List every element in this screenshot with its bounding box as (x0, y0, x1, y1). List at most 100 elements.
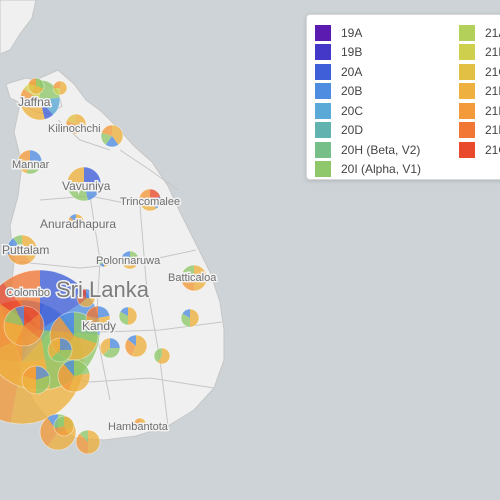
legend-swatch (459, 63, 475, 80)
pie-slice-trincomalee-3 (139, 189, 150, 200)
pie-marker-colombo-core[interactable] (3, 305, 45, 347)
pie-marker-polonnaruwa[interactable] (120, 250, 140, 270)
pie-marker-matara-west[interactable] (53, 415, 75, 437)
pie-slice-jaffna-4 (20, 88, 40, 108)
pie-slice-polonnaruwa-1 (121, 260, 137, 269)
pie-marker-ratnapura[interactable] (21, 365, 51, 395)
pie-slice-puttalam-3 (13, 235, 22, 250)
pie-slice-mannar-2 (17, 157, 30, 174)
pie-slice-jaffna-east-0 (60, 81, 67, 95)
pie-marker-mullaitivu[interactable] (100, 124, 124, 148)
pie-outline-hambantota (133, 417, 147, 431)
pie-marker-matale[interactable] (76, 288, 96, 308)
legend-item-21g[interactable]: 21G (459, 140, 500, 159)
legend-swatch (315, 161, 331, 177)
legend-swatch (315, 141, 331, 158)
pie-slice-anuradhapura-1 (68, 217, 76, 230)
district-border-6 (57, 119, 111, 151)
pie-slice-batticaloa-1 (181, 278, 194, 291)
pie-slice-mannar-1 (26, 162, 42, 174)
pie-slice-kandy-3 (86, 306, 98, 318)
pie-marker-matara[interactable] (75, 429, 101, 455)
pie-slice-colombo-core-4 (4, 307, 24, 326)
pie-marker-jaffna-north[interactable] (27, 77, 45, 95)
pie-slice-matara-2 (79, 430, 88, 442)
legend-item-21c[interactable]: 21C (459, 62, 500, 81)
pie-outline-ampara (180, 308, 200, 328)
pie-marker-trincomalee[interactable] (138, 188, 162, 212)
pie-outline-polonnaruwa-west (98, 256, 110, 268)
legend-label: 20B (341, 84, 363, 98)
legend-swatch (459, 102, 475, 119)
pie-slice-puttalam-2 (6, 237, 22, 255)
pie-marker-kandy[interactable] (85, 305, 111, 331)
pie-marker-kandy-east[interactable] (118, 306, 138, 326)
pie-slice-batticaloa-0 (194, 265, 207, 291)
district-border-7 (119, 149, 179, 191)
pie-slice-kandy-east-1 (118, 311, 128, 325)
place-label-jaffna: Jaffna (18, 95, 51, 109)
pie-marker-kilinochchi[interactable] (65, 113, 87, 135)
legend-item-20a[interactable]: 20A (315, 62, 421, 81)
pie-outline-ratnapura (21, 365, 51, 395)
pie-slice-galle-2 (39, 417, 58, 447)
pie-slice-ratnapura-0 (36, 366, 50, 380)
pie-outline-matara (75, 429, 101, 455)
pie-marker-vavuniya[interactable] (66, 166, 102, 202)
pie-marker-badulla[interactable] (124, 334, 148, 358)
legend-item-21a[interactable]: 21A (459, 23, 500, 42)
pie-slice-kalutara-3 (63, 360, 74, 376)
pie-marker-anuradhapura[interactable] (67, 213, 85, 231)
pie-marker-puttalam[interactable] (6, 234, 38, 266)
pie-slice-nuwara-eliya-0 (110, 338, 120, 348)
pie-marker-kegalle[interactable] (47, 337, 73, 363)
legend-swatch (315, 83, 331, 99)
pie-outline-jaffna-east (52, 80, 68, 96)
pie-slice-jaffna-1 (40, 97, 60, 115)
place-label-hambantota: Hambantota (108, 421, 169, 433)
pie-slice-puttalam-0 (22, 235, 38, 263)
pie-slice-trincomalee-2 (139, 196, 157, 211)
legend-label: 19A (341, 25, 363, 40)
legend-label: 20I (Alpha, V1) (341, 162, 422, 176)
pie-slice-vavuniya-0 (84, 166, 101, 191)
legend-item-21f[interactable]: 21F (459, 121, 500, 140)
pie-slice-vavuniya-3 (67, 167, 84, 184)
pie-marker-nuwara-eliya[interactable] (99, 337, 121, 359)
pie-marker-ampara[interactable] (180, 308, 200, 328)
pie-marker-hambantota[interactable] (133, 417, 147, 431)
legend-item-21e[interactable]: 21E (459, 101, 500, 120)
pie-marker-batticaloa[interactable] (180, 264, 208, 292)
pie-marker-kalutara[interactable] (57, 359, 91, 393)
legend-item-21b[interactable]: 21B (459, 43, 500, 62)
legend-label: 20D (341, 123, 364, 137)
legend-item-20c[interactable]: 20C (315, 101, 421, 120)
pie-slice-anuradhapura-2 (69, 214, 76, 222)
pie-slice-kandy-east-0 (128, 307, 137, 325)
pie-outline-puttalam (6, 234, 38, 266)
pie-outline-anuradhapura (67, 213, 85, 231)
legend-item-20d[interactable]: 20D (315, 121, 421, 140)
legend-item-19a[interactable]: 19A (315, 23, 421, 42)
pie-outline-polonnaruwa (120, 250, 140, 270)
district-border-5 (139, 205, 169, 427)
pie-marker-mannar[interactable] (17, 149, 43, 175)
place-labels: Jaffna Kilinochchi Mannar Vavuniya Trincomal… (1, 94, 219, 435)
pie-outline-badulla (124, 334, 148, 358)
pie-marker-jaffna[interactable] (19, 79, 61, 121)
legend-item-21d[interactable]: 21D (459, 82, 500, 101)
pie-marker-jaffna-east[interactable] (52, 80, 68, 96)
legend-item-19b[interactable]: 19B (315, 43, 421, 62)
pie-slice-ampara-1 (181, 313, 190, 327)
legend-item-20b[interactable]: 20B (315, 82, 421, 101)
legend-item-20i[interactable]: 20I (Alpha, V1) (315, 160, 421, 179)
pie-marker-polonnaruwa-west[interactable] (98, 256, 110, 268)
pie-slice-matara-west-2 (54, 416, 64, 429)
pie-slice-ampara-0 (190, 309, 199, 327)
pie-slice-jaffna-east-1 (53, 88, 60, 95)
legend-label: 20H (Beta, V2) (341, 142, 421, 157)
legend-item-20h[interactable]: 20H (Beta, V2) (315, 140, 421, 159)
pie-slice-gampaha-3 (59, 312, 74, 336)
pie-outline-batticaloa (180, 264, 208, 292)
pie-marker-monaragala[interactable] (153, 347, 171, 365)
